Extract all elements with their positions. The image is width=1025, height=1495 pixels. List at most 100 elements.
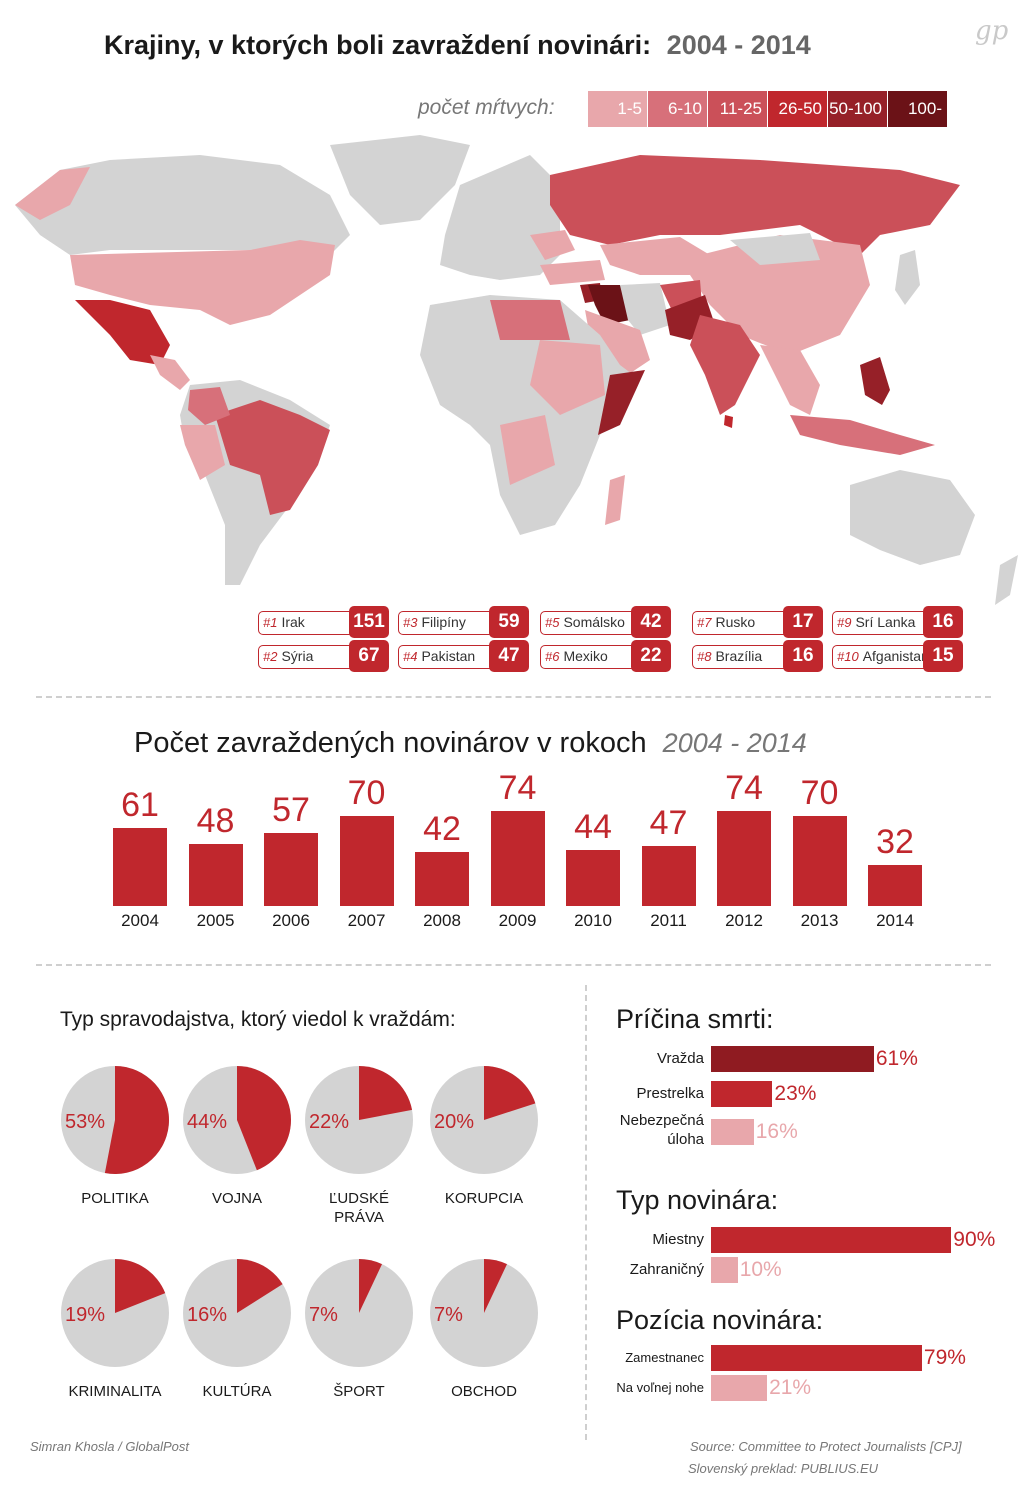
pie-category-label: ŠPORT [333, 1383, 385, 1400]
year-label: 2012 [725, 911, 763, 930]
horizontal-bar-value: 90% [953, 1228, 996, 1251]
horizontal-bar-label: Nebezpečná úloha [619, 1112, 704, 1148]
pie-category-label: VOJNA [211, 1190, 262, 1207]
rank-value: 151 [349, 606, 389, 638]
horizontal-bar-label: Prestrelka [636, 1085, 704, 1102]
rank-number: #7 [697, 615, 712, 630]
divider [36, 696, 991, 698]
rank-number: #6 [545, 649, 560, 664]
horizontal-bar [711, 1046, 874, 1072]
title-years: 2004 - 2014 [666, 30, 811, 60]
ranking-item: #7 Rusko 17 [692, 606, 823, 638]
year-label: 2014 [876, 911, 914, 930]
year-bar [792, 816, 847, 906]
map-india [690, 315, 760, 415]
map-peru [180, 425, 225, 480]
pie-charts: 53% 44% 22% 20% 19% 16% 7% 7% [61, 1066, 538, 1367]
rank-value: 59 [489, 606, 529, 638]
map-iran [620, 283, 670, 335]
map-east-africa [530, 340, 605, 415]
map-new-zealand [995, 555, 1018, 605]
horizontal-bar-value: 79% [923, 1346, 966, 1369]
ranking-item: #9 Srí Lanka 16 [832, 606, 963, 638]
legend-item: 50-100 [828, 91, 887, 127]
year-bar-value: 70 [800, 774, 839, 813]
pie-percent: 20% [434, 1111, 474, 1133]
map-russia [550, 155, 960, 255]
map-iraq [588, 285, 630, 325]
cause-title: Príčina smrti: [616, 1004, 774, 1034]
year-bar-value: 70 [347, 774, 386, 813]
map-se-asia [760, 345, 820, 415]
year-bar [717, 811, 771, 906]
map-mongolia [730, 233, 820, 265]
year-bar-value: 74 [498, 769, 537, 807]
rank-country: Srí Lanka [855, 614, 916, 630]
pie-category-label: POLITIKA [81, 1190, 149, 1207]
pie-category-label: ĽUDSKÉ PRÁVA [328, 1190, 390, 1226]
rank-value: 22 [631, 640, 671, 672]
rank-number: #4 [403, 649, 418, 664]
map-alaska [15, 167, 90, 220]
rank-number: #3 [403, 615, 418, 630]
pie-percent: 7% [434, 1304, 463, 1326]
gp-logo: gp [975, 16, 1009, 46]
year-bar-value: 61 [121, 785, 159, 824]
horizontal-bar [711, 1257, 738, 1283]
map-australia [850, 470, 975, 565]
years-title: Počet zavraždených novinárov v rokoch 20… [134, 727, 807, 760]
rank-country: Mexiko [563, 648, 608, 664]
ranking-item: #2 Sýria 67 [258, 640, 389, 672]
rank-number: #2 [263, 649, 278, 664]
horizontal-bar [711, 1227, 952, 1253]
year-bar [868, 864, 922, 906]
horizontal-bar-value: 23% [774, 1082, 817, 1105]
title-text: Krajiny, v ktorých boli zavraždení novin… [104, 30, 652, 60]
year-label: 2005 [196, 911, 235, 930]
ranking-item: #10 Afganistan 15 [832, 640, 963, 672]
horizontal-bar-label: Miestny [652, 1231, 704, 1248]
rank-country: Filipíny [421, 614, 466, 630]
years-title-text: Počet zavraždených novinárov v rokoch [134, 727, 647, 759]
map-indonesia [790, 415, 935, 455]
ranking-item: #5 Somálsko 42 [540, 606, 671, 638]
map-colombia [188, 387, 230, 425]
map-somalia [598, 370, 645, 435]
horizontal-bar [711, 1081, 773, 1107]
horizontal-bar-label: Zamestnanec [625, 1350, 704, 1365]
map-usa [70, 240, 335, 325]
pie-slice [359, 1066, 413, 1120]
horizontal-bar-label: Zahraničný [629, 1261, 704, 1278]
map-drc [500, 415, 555, 485]
map-north-africa [490, 300, 570, 340]
map-brazil [215, 400, 330, 515]
rank-country: Afganistan [862, 648, 929, 664]
pie-percent: 22% [309, 1111, 349, 1133]
map-greenland [330, 135, 470, 225]
horizontal-bar-value: 10% [739, 1258, 782, 1281]
year-label: 2013 [800, 911, 839, 930]
rank-value: 16 [783, 640, 823, 672]
pie-category-label: KRIMINALITA [68, 1383, 162, 1400]
pie-category-label: OBCHOD [451, 1383, 517, 1400]
year-label: 2006 [272, 911, 310, 930]
year-label: 2009 [498, 911, 537, 930]
year-bar-value: 57 [272, 790, 310, 829]
rank-country: Somálsko [563, 614, 625, 630]
pie-percent: 7% [309, 1304, 338, 1326]
rank-country: Pakistan [421, 648, 476, 664]
rank-number: #10 [837, 649, 859, 664]
horizontal-bar-label: Na voľnej nohe [616, 1380, 704, 1395]
pie-slice [359, 1259, 382, 1313]
rank-value: 42 [631, 606, 671, 638]
rank-value: 47 [489, 640, 529, 672]
pie-category-label: KORUPCIA [444, 1190, 524, 1207]
rank-number: #9 [837, 615, 852, 630]
years-title-years: 2004 - 2014 [662, 728, 807, 758]
horizontal-bar [711, 1345, 922, 1371]
map-ukraine [530, 230, 575, 260]
legend-item: 6-10 [648, 91, 707, 127]
map-turkey [540, 260, 605, 285]
map-kazakhstan [600, 237, 710, 275]
rank-country: Brazília [715, 648, 763, 664]
